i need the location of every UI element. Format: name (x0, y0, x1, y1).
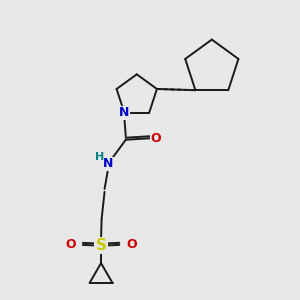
Text: H: H (95, 152, 104, 162)
Text: O: O (65, 238, 76, 251)
Text: O: O (151, 132, 161, 145)
Text: O: O (126, 238, 137, 251)
Text: N: N (119, 106, 130, 119)
Text: S: S (95, 238, 106, 253)
Text: N: N (103, 158, 113, 170)
